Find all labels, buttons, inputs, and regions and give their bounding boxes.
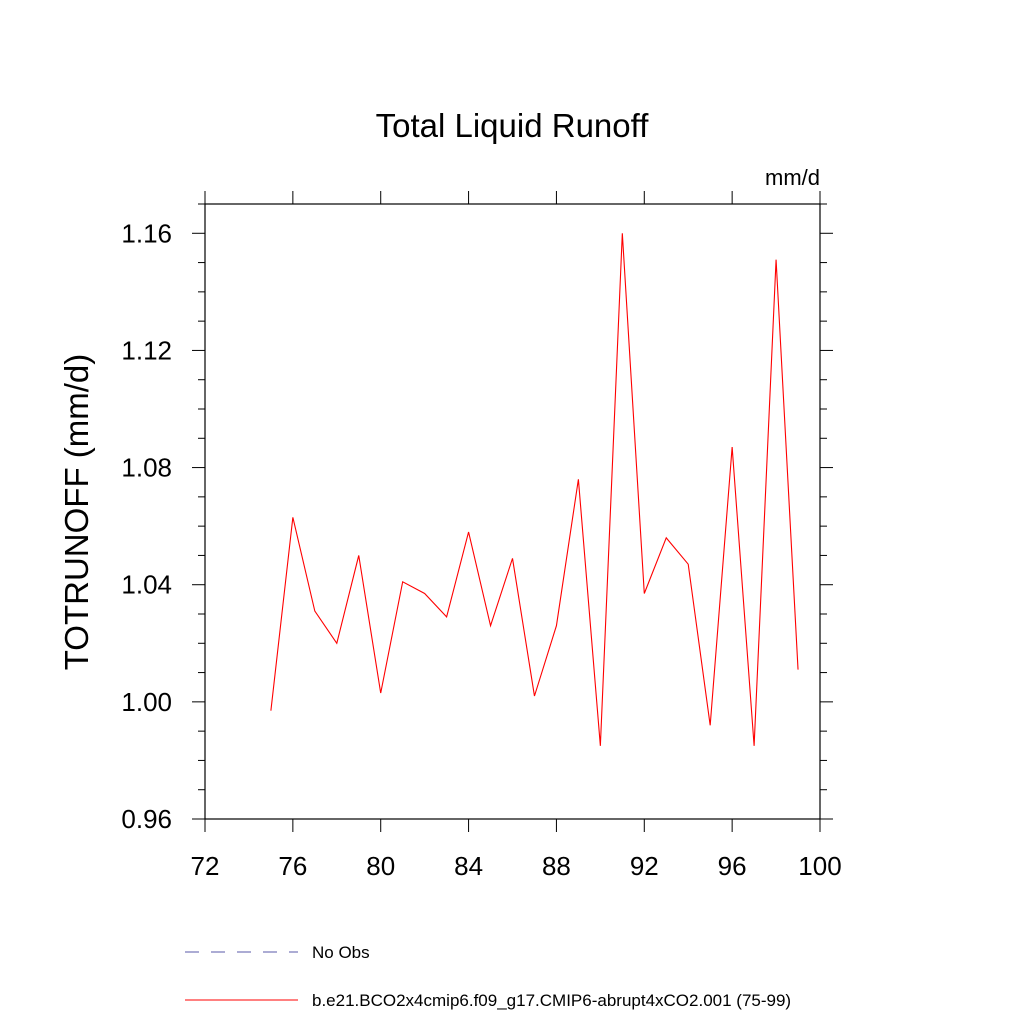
chart-title: Total Liquid Runoff [376,107,650,144]
legend: No Obs b.e21.BCO2x4cmip6.f09_g17.CMIP6-ab… [185,943,791,1010]
series-line-0 [270,233,799,746]
plot-frame [204,203,821,820]
x-tick-label: 100 [798,851,841,881]
x-tick-label: 92 [630,851,659,881]
x-tick-label: 76 [278,851,307,881]
axis-ticks: 72 76 80 84 88 92 96 100 0.96 1.00 1.04 1.08 1.12 1.1… [121,191,842,881]
series-group [270,233,799,746]
x-tick-label: 84 [454,851,483,881]
x-tick-label: 80 [366,851,395,881]
legend-label-1: b.e21.BCO2x4cmip6.f09_g17.CMIP6-abrupt4x… [312,991,791,1010]
legend-label-0: No Obs [312,943,370,962]
y-tick-label: 1.00 [121,687,172,717]
x-tick-label: 96 [718,851,747,881]
y-tick-label: 1.16 [121,218,172,248]
units-label: mm/d [765,165,820,190]
x-tick-label: 72 [191,851,220,881]
y-axis-label: TOTRUNOFF (mm/d) [58,354,95,671]
x-tick-label: 88 [542,851,571,881]
y-tick-label: 1.08 [121,453,172,483]
y-tick-label: 1.04 [121,570,172,600]
y-tick-label: 1.12 [121,335,172,365]
y-tick-label: 0.96 [121,804,172,834]
